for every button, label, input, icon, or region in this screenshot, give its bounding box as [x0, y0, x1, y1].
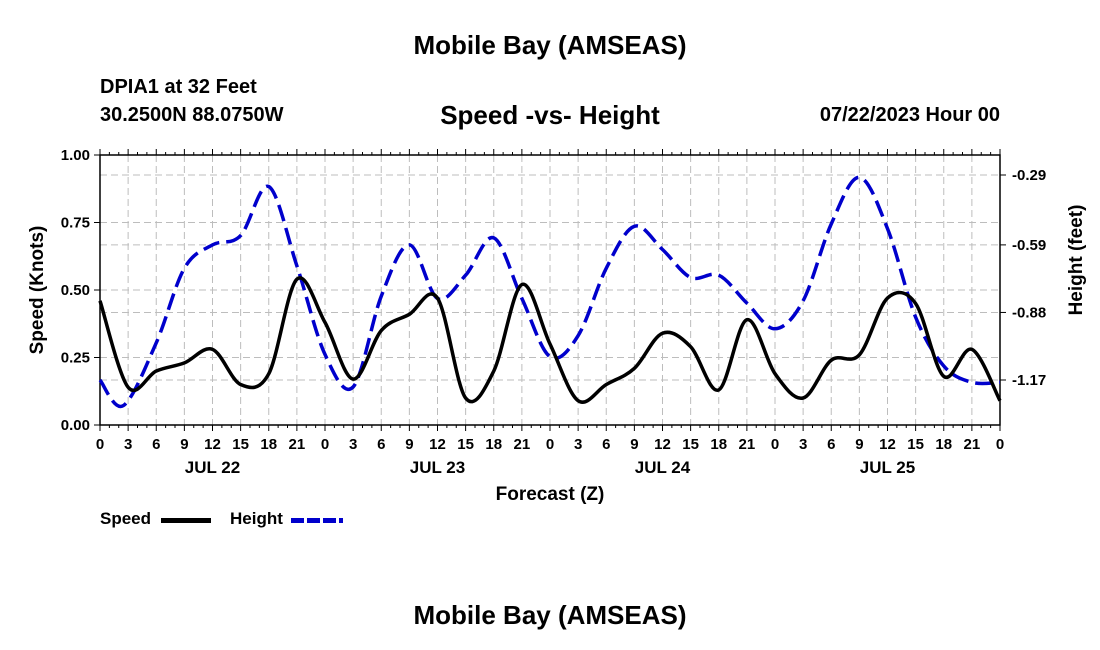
- station-label: DPIA1 at 32 Feet: [100, 76, 257, 98]
- footer-title: Mobile Bay (AMSEAS): [413, 600, 687, 630]
- x-tick-label: 3: [349, 436, 357, 453]
- y2-tick-label: -1.17: [1012, 372, 1046, 389]
- x-tick-label: 6: [827, 436, 835, 453]
- x-tick-label: 15: [682, 436, 699, 453]
- station-coordinates: 30.2500N 88.0750W: [100, 104, 284, 126]
- x-tick-label: 21: [739, 436, 756, 453]
- x-tick-label: 0: [546, 436, 554, 453]
- y-tick-label: 1.00: [61, 147, 90, 164]
- grid: [100, 154, 1000, 426]
- x-tick-label: 12: [879, 436, 896, 453]
- y2-axis-title: Height (feet): [1066, 205, 1087, 316]
- x-tick-label: 12: [204, 436, 221, 453]
- y-tick-label: 0.75: [61, 215, 90, 232]
- x-tick-label: 9: [405, 436, 413, 453]
- x-tick-label: 18: [485, 436, 502, 453]
- y2-tick-label: -0.59: [1012, 237, 1046, 254]
- chart-subtitle: Speed -vs- Height: [440, 100, 660, 130]
- legend-speed-label: Speed: [100, 509, 152, 528]
- legend-speed-swatch: [161, 518, 211, 523]
- y-tick-label: 0.25: [61, 350, 90, 367]
- x-tick-label: 0: [771, 436, 779, 453]
- speed-series-line: [98, 276, 1002, 404]
- day-label: JUL 24: [635, 458, 691, 477]
- day-label: JUL 22: [185, 458, 240, 477]
- x-tick-label: 15: [232, 436, 249, 453]
- x-tick-label: 21: [964, 436, 981, 453]
- chart-title: Mobile Bay (AMSEAS): [413, 30, 687, 60]
- y2-tick-label: -0.29: [1012, 167, 1046, 184]
- x-tick-label: 3: [124, 436, 132, 453]
- x-tick-label: 12: [429, 436, 446, 453]
- legend-height-swatch: [291, 518, 343, 523]
- forecast-datetime: 07/22/2023 Hour 00: [819, 104, 1000, 126]
- x-tick-label: 6: [602, 436, 610, 453]
- x-tick-label: 3: [574, 436, 582, 453]
- x-tick-label: 6: [152, 436, 160, 453]
- y-tick-label: 0.00: [61, 417, 90, 434]
- x-axis-title: Forecast (Z): [496, 484, 605, 505]
- x-tick-label: 15: [907, 436, 924, 453]
- x-tick-label: 9: [855, 436, 863, 453]
- x-tick-label: 18: [260, 436, 277, 453]
- x-tick-label: 18: [935, 436, 952, 453]
- x-tick-label: 21: [514, 436, 531, 453]
- y-axis-title: Speed (Knots): [27, 226, 48, 355]
- x-tick-label: 12: [654, 436, 671, 453]
- y-tick-label: 0.50: [61, 282, 90, 299]
- day-label: JUL 25: [860, 458, 915, 477]
- x-tick-label: 6: [377, 436, 385, 453]
- x-tick-label: 0: [321, 436, 329, 453]
- y2-tick-label: -0.88: [1012, 304, 1046, 321]
- x-tick-label: 21: [289, 436, 306, 453]
- x-tick-label: 3: [799, 436, 807, 453]
- x-tick-label: 9: [180, 436, 188, 453]
- x-tick-label: 9: [630, 436, 638, 453]
- x-tick-label: 15: [457, 436, 474, 453]
- x-tick-label: 0: [96, 436, 104, 453]
- day-label: JUL 23: [410, 458, 465, 477]
- legend-height-label: Height: [230, 509, 283, 528]
- x-tick-label: 0: [996, 436, 1004, 453]
- x-tick-label: 18: [710, 436, 727, 453]
- height-series-line: [98, 175, 1001, 409]
